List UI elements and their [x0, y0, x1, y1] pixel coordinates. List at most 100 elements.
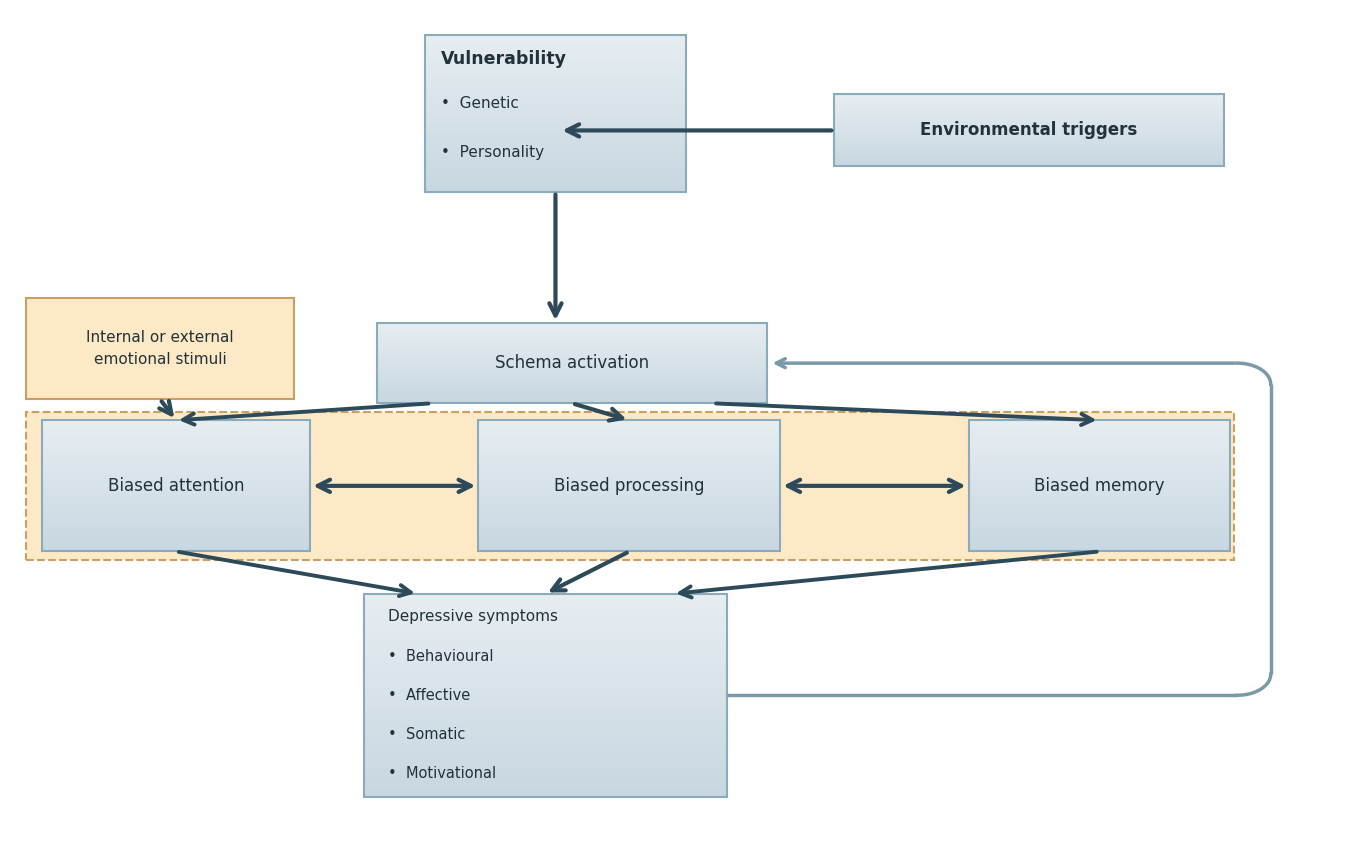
Bar: [424, 57, 686, 60]
Bar: [377, 329, 767, 331]
Text: •  Personality: • Personality: [440, 145, 544, 160]
Bar: [478, 486, 781, 488]
Bar: [377, 374, 767, 376]
Bar: [478, 469, 781, 473]
Bar: [42, 469, 311, 473]
Bar: [835, 147, 1224, 149]
Bar: [835, 100, 1224, 102]
Bar: [478, 543, 781, 546]
Bar: [42, 517, 311, 520]
Bar: [363, 780, 727, 784]
Bar: [424, 113, 686, 116]
Bar: [377, 395, 767, 397]
Bar: [377, 323, 767, 324]
Bar: [478, 514, 781, 517]
Bar: [835, 138, 1224, 140]
Bar: [42, 527, 311, 531]
Bar: [835, 159, 1224, 160]
Bar: [363, 715, 727, 720]
Bar: [42, 477, 311, 481]
Bar: [363, 646, 727, 650]
Bar: [42, 486, 311, 488]
Bar: [835, 146, 1224, 148]
Bar: [42, 446, 311, 449]
Bar: [377, 373, 767, 374]
Bar: [478, 530, 781, 533]
Bar: [377, 380, 767, 382]
Bar: [377, 371, 767, 373]
Text: •  Somatic: • Somatic: [388, 727, 466, 741]
Bar: [363, 760, 727, 764]
Text: •  Affective: • Affective: [388, 688, 471, 703]
Bar: [377, 326, 767, 328]
Bar: [969, 488, 1230, 491]
Bar: [42, 483, 311, 486]
Bar: [478, 446, 781, 449]
Bar: [969, 430, 1230, 433]
Bar: [42, 462, 311, 465]
Bar: [835, 103, 1224, 104]
Bar: [363, 776, 727, 780]
Bar: [969, 532, 1230, 536]
Bar: [363, 699, 727, 704]
Bar: [42, 425, 311, 428]
Bar: [478, 425, 781, 428]
Bar: [424, 150, 686, 155]
Text: Schema activation: Schema activation: [495, 354, 649, 372]
Bar: [424, 122, 686, 126]
Bar: [363, 732, 727, 736]
Bar: [377, 344, 767, 346]
Bar: [42, 491, 311, 494]
Bar: [377, 377, 767, 380]
Bar: [363, 658, 727, 663]
Bar: [424, 50, 686, 54]
Text: Biased attention: Biased attention: [108, 477, 244, 495]
Bar: [363, 792, 727, 797]
Bar: [969, 543, 1230, 546]
Bar: [424, 35, 686, 38]
Bar: [969, 438, 1230, 441]
Bar: [969, 501, 1230, 504]
Bar: [363, 728, 727, 732]
Bar: [835, 132, 1224, 133]
Bar: [424, 79, 686, 82]
Bar: [478, 477, 781, 481]
Bar: [835, 104, 1224, 106]
Bar: [363, 593, 727, 797]
Bar: [42, 498, 311, 502]
Bar: [835, 161, 1224, 164]
Bar: [478, 488, 781, 491]
Bar: [42, 452, 311, 454]
Text: Environmental triggers: Environmental triggers: [921, 121, 1137, 139]
Bar: [377, 379, 767, 381]
Bar: [969, 469, 1230, 473]
Bar: [377, 363, 767, 365]
Bar: [377, 361, 767, 363]
Bar: [835, 121, 1224, 123]
Bar: [424, 179, 686, 183]
Bar: [969, 530, 1230, 533]
Bar: [424, 82, 686, 86]
Bar: [363, 638, 727, 643]
Bar: [835, 128, 1224, 131]
Bar: [363, 601, 727, 606]
Bar: [363, 642, 727, 647]
Bar: [835, 105, 1224, 108]
Bar: [363, 735, 727, 740]
Bar: [424, 63, 686, 66]
Bar: [969, 462, 1230, 465]
Bar: [42, 454, 311, 457]
Bar: [377, 366, 767, 368]
Bar: [363, 703, 727, 707]
Bar: [424, 132, 686, 136]
Bar: [377, 391, 767, 394]
Bar: [969, 464, 1230, 468]
Bar: [363, 671, 727, 675]
Bar: [478, 430, 781, 433]
Bar: [42, 428, 311, 430]
Bar: [377, 353, 767, 355]
Text: •  Motivational: • Motivational: [388, 766, 497, 780]
Bar: [377, 340, 767, 342]
Bar: [478, 459, 781, 462]
Bar: [835, 163, 1224, 165]
